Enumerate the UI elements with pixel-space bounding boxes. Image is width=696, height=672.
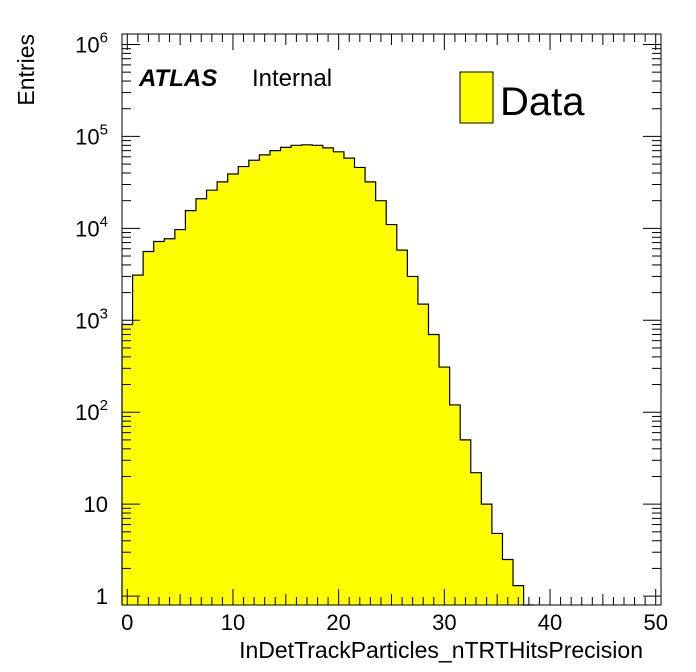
atlas-label-status: Internal [252, 65, 332, 92]
histogram-bar [185, 210, 197, 605]
y-tick-label: 10 [84, 492, 108, 517]
histogram-bar [491, 533, 503, 605]
atlas-label: ATLAS Internal [138, 65, 332, 92]
histogram-bars [121, 144, 535, 606]
histogram-bar [248, 160, 260, 605]
histogram-bar [407, 276, 419, 605]
histogram-bar [132, 275, 144, 605]
y-tick-label: 1 [96, 584, 108, 609]
x-tick-label: 50 [643, 610, 667, 635]
histogram-bar [238, 166, 250, 606]
axis-ticks [122, 34, 661, 605]
y-tick-labels: 1 10 102 103 104 105 106 [75, 29, 108, 609]
legend-swatch [459, 71, 494, 124]
histogram-bar [513, 585, 524, 605]
histogram-bar [481, 504, 493, 605]
histogram-bar [502, 559, 514, 605]
histogram-bar [269, 150, 281, 606]
x-tick-label: 40 [538, 610, 562, 635]
histogram-bar [153, 241, 165, 605]
histogram-bar [312, 145, 324, 606]
histogram-bar [375, 200, 387, 606]
histogram-bar [217, 181, 228, 605]
histogram-bar [365, 181, 376, 605]
histogram-bar [195, 198, 207, 606]
histogram-bar [460, 439, 472, 605]
x-axis-title: InDetTrackParticles_nTRTHitsPrecision [239, 637, 643, 663]
x-tick-label: 20 [326, 610, 350, 635]
y-tick-label: 105 [75, 121, 108, 149]
y-tick-label: 104 [75, 213, 108, 241]
histogram-bar [227, 174, 239, 605]
legend: Data [459, 71, 585, 124]
x-tick-label: 0 [121, 610, 133, 635]
histogram-outline [121, 144, 535, 606]
histogram-bar [143, 251, 155, 606]
histogram-bar [333, 151, 345, 605]
histogram-bar [174, 229, 186, 606]
atlas-label-experiment: ATLAS [138, 65, 217, 92]
histogram-bar [439, 367, 450, 605]
histogram-bar [470, 472, 482, 605]
x-tick-label: 10 [221, 610, 245, 635]
y-tick-label: 103 [75, 305, 108, 333]
histogram-bar [449, 404, 461, 605]
histogram-bar [259, 154, 271, 605]
histogram-bar [428, 334, 440, 605]
histogram-bar [322, 147, 334, 606]
y-tick-label: 106 [75, 29, 108, 57]
histogram-bar [386, 224, 398, 605]
histogram-bar [396, 250, 408, 605]
histogram-bar [291, 145, 302, 606]
histogram-bar [206, 190, 218, 605]
histogram-bar [343, 158, 355, 605]
histogram-bar [301, 144, 313, 605]
x-tick-label: 30 [432, 610, 456, 635]
histogram-bar [122, 324, 133, 605]
y-axis-title: Entries [13, 34, 39, 106]
histogram-bar [354, 167, 366, 605]
histogram-bar [417, 304, 429, 605]
x-tick-labels: 0 10 20 30 40 50 [121, 610, 668, 635]
histogram-bar [164, 238, 176, 605]
histogram-bar [280, 147, 292, 605]
legend-entry-data: Data [500, 80, 585, 124]
y-tick-label: 102 [75, 397, 108, 425]
